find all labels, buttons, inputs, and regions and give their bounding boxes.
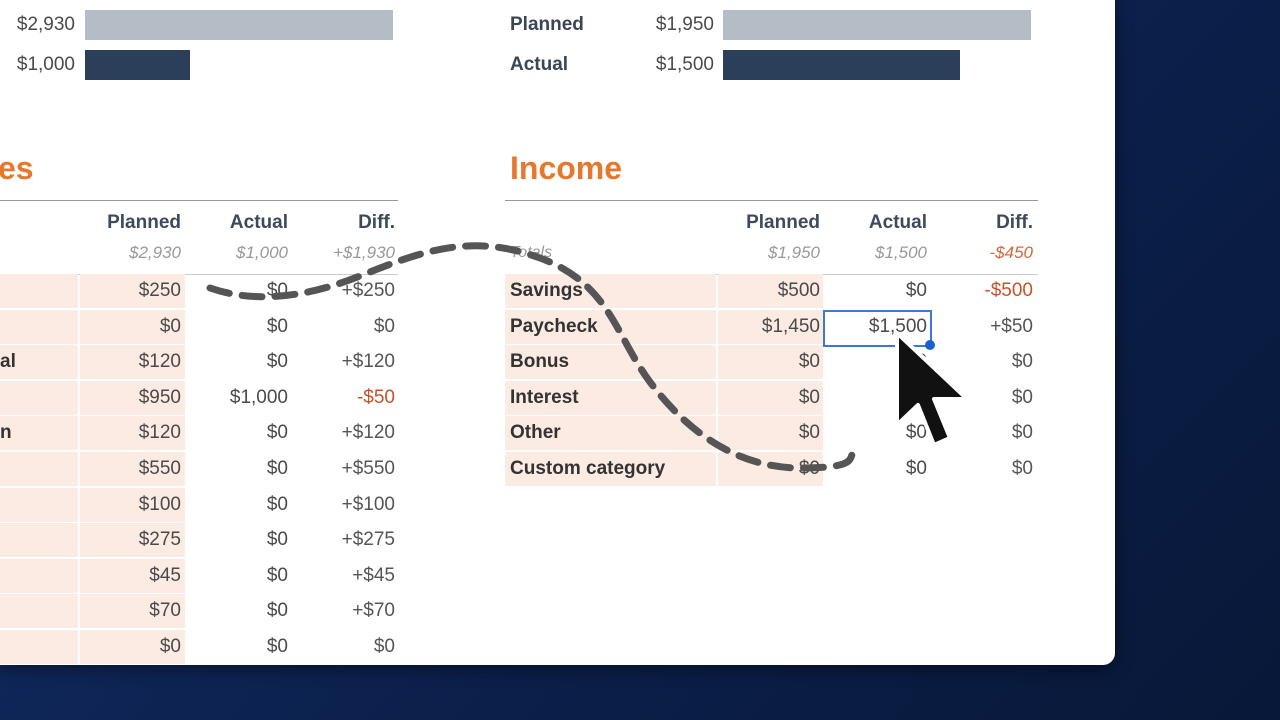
cell-value: $550 xyxy=(138,458,181,479)
planned-cell xyxy=(80,487,185,522)
header-rule xyxy=(505,200,1038,201)
spreadsheet: $2,930 $1,000 es Planned Actual Diff. $2,930 $1… xyxy=(0,10,1038,664)
total-value: $1,500 xyxy=(875,243,927,262)
selected-cell[interactable] xyxy=(823,310,932,347)
diff-value: $0 xyxy=(373,315,395,337)
diff-value: +$100 xyxy=(341,493,395,515)
total-value: +$1,930 xyxy=(333,243,395,262)
label-cell xyxy=(0,309,78,344)
cell-value: $0 xyxy=(159,315,181,337)
summary-value: $2,930 xyxy=(16,14,75,35)
summary-bar xyxy=(723,10,1031,40)
planned-cell xyxy=(80,594,185,629)
cell-value: $0 xyxy=(905,458,927,479)
label-cell xyxy=(0,594,78,629)
section-title: es xyxy=(0,150,34,186)
cell-value: $0 xyxy=(266,564,288,586)
cell-value: $0 xyxy=(266,636,288,657)
column-header: Diff. xyxy=(996,212,1033,233)
planned-cell xyxy=(80,309,185,344)
planned-cell xyxy=(80,558,185,593)
label-cell xyxy=(0,345,78,380)
total-value: $2,930 xyxy=(129,243,181,262)
cell-value: $0 xyxy=(266,493,288,515)
summary-bar xyxy=(723,49,960,80)
row-label: Interest xyxy=(510,386,579,408)
diff-value: +$120 xyxy=(341,422,395,444)
diff-value: -$500 xyxy=(984,280,1033,301)
diff-value: +$550 xyxy=(341,458,395,479)
row-label: Paycheck xyxy=(510,315,598,337)
cell-value: $120 xyxy=(138,351,181,373)
diff-value: +$50 xyxy=(990,315,1033,337)
column-header: Diff. xyxy=(358,212,395,233)
row-label: al xyxy=(0,351,16,373)
planned-cell xyxy=(80,345,185,380)
summary-label: Planned xyxy=(510,14,584,35)
label-cell xyxy=(0,452,78,486)
planned-cell xyxy=(80,630,185,664)
column-header: Planned xyxy=(107,212,181,233)
diff-value: $0 xyxy=(1011,351,1033,373)
planned-cell xyxy=(80,523,185,558)
row-label: Other xyxy=(510,422,561,444)
cell-value: $120 xyxy=(138,422,181,444)
label-cell xyxy=(0,487,78,522)
summary-value: $1,000 xyxy=(16,53,75,75)
column-header: Actual xyxy=(868,212,927,233)
label-cell xyxy=(0,558,78,593)
summary-bar xyxy=(85,10,393,40)
planned-cell xyxy=(80,274,185,308)
cell-value: $70 xyxy=(149,600,181,622)
diff-value: +$275 xyxy=(341,529,395,551)
planned-cell xyxy=(80,416,185,451)
label-cell xyxy=(0,274,78,308)
cell-value: $0 xyxy=(266,529,288,551)
totals-label: Totals xyxy=(510,244,553,261)
label-cell xyxy=(0,523,78,558)
cell-value: $45 xyxy=(149,564,181,586)
total-value: -$450 xyxy=(989,243,1033,262)
diff-value: $0 xyxy=(1011,422,1033,444)
diff-value: +$250 xyxy=(341,280,395,301)
summary-value: $1,500 xyxy=(655,53,714,75)
summary-bar xyxy=(85,49,191,80)
column-header: Actual xyxy=(229,212,288,233)
diff-value: $0 xyxy=(1011,458,1033,479)
cell-value: $950 xyxy=(138,386,181,408)
cell-value: $0 xyxy=(905,280,927,301)
label-cell xyxy=(0,416,78,451)
header-rule xyxy=(0,200,398,201)
diff-value: -$50 xyxy=(356,386,395,408)
row-label: n xyxy=(0,422,12,444)
diff-value: +$45 xyxy=(352,564,395,586)
diff-value: $0 xyxy=(1011,386,1033,408)
cell-value: $250 xyxy=(138,280,181,301)
cell-value: $0 xyxy=(266,600,288,622)
section-title: Income xyxy=(510,150,623,186)
diff-value: +$120 xyxy=(341,351,395,373)
diff-value: +$70 xyxy=(352,600,395,622)
row-label: Savings xyxy=(510,280,583,301)
row-label: Bonus xyxy=(510,351,570,373)
planned-cell xyxy=(80,380,185,415)
summary-value: $1,950 xyxy=(655,14,714,35)
cell-value: $275 xyxy=(138,529,181,551)
label-cell xyxy=(0,630,78,664)
diff-value: $0 xyxy=(373,636,395,657)
summary-label: Actual xyxy=(510,53,569,75)
column-header: Planned xyxy=(746,212,820,233)
cell-value: $0 xyxy=(159,636,181,657)
cell-value: $100 xyxy=(138,493,181,515)
fill-handle[interactable] xyxy=(925,340,935,350)
label-cell xyxy=(0,380,78,415)
totals-rule xyxy=(0,274,398,275)
planned-cell xyxy=(80,452,185,486)
